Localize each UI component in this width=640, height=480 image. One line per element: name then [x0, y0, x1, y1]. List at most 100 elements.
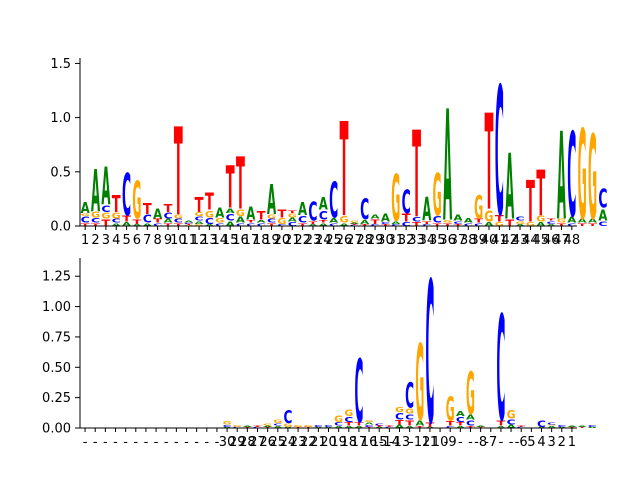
logo-letter-c: C	[195, 216, 204, 222]
logo-letter-a: A	[350, 223, 360, 225]
logo-letter-t: T	[422, 221, 431, 225]
logo-letter-c: C	[360, 195, 369, 227]
logo-letter-c: C	[205, 217, 214, 226]
x-tick-label: 42	[501, 233, 518, 248]
x-tick-label: 37	[450, 233, 467, 248]
x-tick-label: 13	[201, 233, 218, 248]
logo-letter-t: T	[153, 219, 162, 225]
logo-letter-g: G	[236, 209, 245, 219]
logo-letter-t: T	[497, 419, 507, 427]
x-tick-label: -	[458, 435, 463, 450]
logo-letter-g: G	[588, 111, 597, 246]
logo-letter-g: G	[547, 424, 556, 426]
logo-letter-c: C	[308, 196, 317, 227]
logo-letter-a: A	[456, 425, 466, 428]
logo-letter-t: T	[443, 223, 452, 227]
logo-letter-a: A	[314, 427, 324, 429]
logo-letter-a: A	[163, 219, 172, 225]
logo-letter-a: A	[476, 425, 486, 427]
logo-letter-a: A	[598, 207, 607, 225]
x-tick-label: -9	[444, 435, 457, 450]
logo-letter-g: G	[391, 161, 400, 236]
logo-letter-a: A	[360, 220, 369, 226]
x-tick-label: -	[164, 435, 169, 450]
x-tick-label: 34	[419, 233, 436, 248]
logo-letter-g: G	[195, 224, 205, 227]
x-tick-label: -	[83, 435, 88, 450]
logo-letter-g: G	[81, 213, 90, 218]
x-tick-label: 4	[537, 435, 545, 450]
y-tick-label: 1.0	[50, 111, 71, 126]
logo-letter-a: A	[557, 109, 566, 248]
logo-letter-t: T	[453, 224, 463, 227]
logo-letter-a: A	[567, 217, 576, 226]
logo-letter-t: T	[277, 208, 286, 220]
logo-letter-c: C	[598, 183, 607, 214]
logo-letter-g: G	[267, 214, 276, 220]
logo-letter-a: A	[557, 427, 567, 429]
x-tick-label: 4	[112, 233, 120, 248]
logo-letter-c: C	[288, 222, 297, 228]
logo-letter-a: A	[298, 199, 307, 220]
logo-letter-t: T	[578, 223, 587, 227]
logo-letter-g: G	[277, 217, 286, 226]
logo-letter-g: G	[132, 170, 141, 231]
logo-letter-a: A	[588, 427, 598, 429]
y-tick-label: 1.00	[42, 300, 71, 315]
logo-letter-g: G	[484, 208, 493, 226]
logo-letter-a: A	[184, 221, 194, 224]
x-tick-label: 24	[280, 435, 297, 450]
x-tick-label: 25	[270, 435, 287, 450]
logo-letter-c: C	[453, 220, 462, 225]
x-tick-label: 48	[564, 233, 581, 248]
logo-letter-a: A	[319, 223, 328, 227]
logo-letter-g: G	[263, 423, 272, 426]
logo-letter-a: A	[226, 221, 236, 228]
logo-letter-g: G	[215, 218, 224, 225]
logo-letter-a: A	[153, 207, 163, 222]
logo-letter-a: A	[405, 425, 415, 428]
logo-letter-c: C	[395, 412, 404, 422]
x-tick-label: 38	[460, 233, 477, 248]
logo-letter-g: G	[283, 423, 292, 428]
logo-letter-c: C	[402, 222, 411, 228]
x-tick-label: 21	[310, 435, 327, 450]
logo-letter-t: T	[426, 422, 435, 428]
logo-letter-a: A	[415, 420, 425, 428]
x-tick-label: -12	[409, 435, 430, 450]
logo-letter-t: T	[164, 223, 173, 227]
logo-letter-t: T	[466, 425, 476, 428]
logo-letter-c: C	[267, 218, 276, 224]
x-tick-label: 45	[532, 233, 549, 248]
x-tick-label: -	[509, 435, 514, 450]
x-tick-label: 10	[432, 435, 449, 450]
x-tick-label: 27	[346, 233, 363, 248]
logo-letter-c: C	[433, 214, 442, 225]
logo-letter-g: G	[466, 359, 475, 427]
logo-letter-c: C	[324, 424, 333, 427]
logo-panel-top: 0.00.51.01.51 2 3 4 5 6 7 8 91011121314151617181…	[50, 50, 607, 256]
logo-letter-g: G	[233, 424, 242, 427]
logo-letter-a: A	[334, 425, 344, 428]
logo-letter-c: C	[319, 209, 328, 223]
logo-letter-a: A	[143, 223, 152, 227]
logo-letter-c: C	[425, 241, 434, 468]
logo-letter-t: T	[164, 202, 173, 214]
logo-letter-c: C	[464, 223, 473, 228]
logo-letter-t: T	[288, 210, 297, 214]
logo-letter-a: A	[288, 218, 297, 224]
x-tick-label: 47	[553, 233, 570, 248]
logo-letter-g: G	[205, 210, 214, 220]
logo-letter-c: C	[547, 220, 556, 225]
logo-letter-g: G	[536, 215, 545, 224]
logo-letter-a: A	[257, 220, 266, 224]
logo-letter-a: A	[205, 224, 215, 227]
x-tick-label: -	[204, 435, 209, 450]
logo-letter-t: T	[81, 223, 90, 227]
logo-letter-g: G	[350, 221, 360, 224]
x-tick-label: 8	[154, 233, 162, 248]
logo-letter-c: C	[91, 218, 100, 225]
y-tick-label: 0.75	[42, 330, 71, 345]
x-tick-label: -	[194, 435, 199, 450]
x-tick-label: 7	[143, 233, 151, 248]
